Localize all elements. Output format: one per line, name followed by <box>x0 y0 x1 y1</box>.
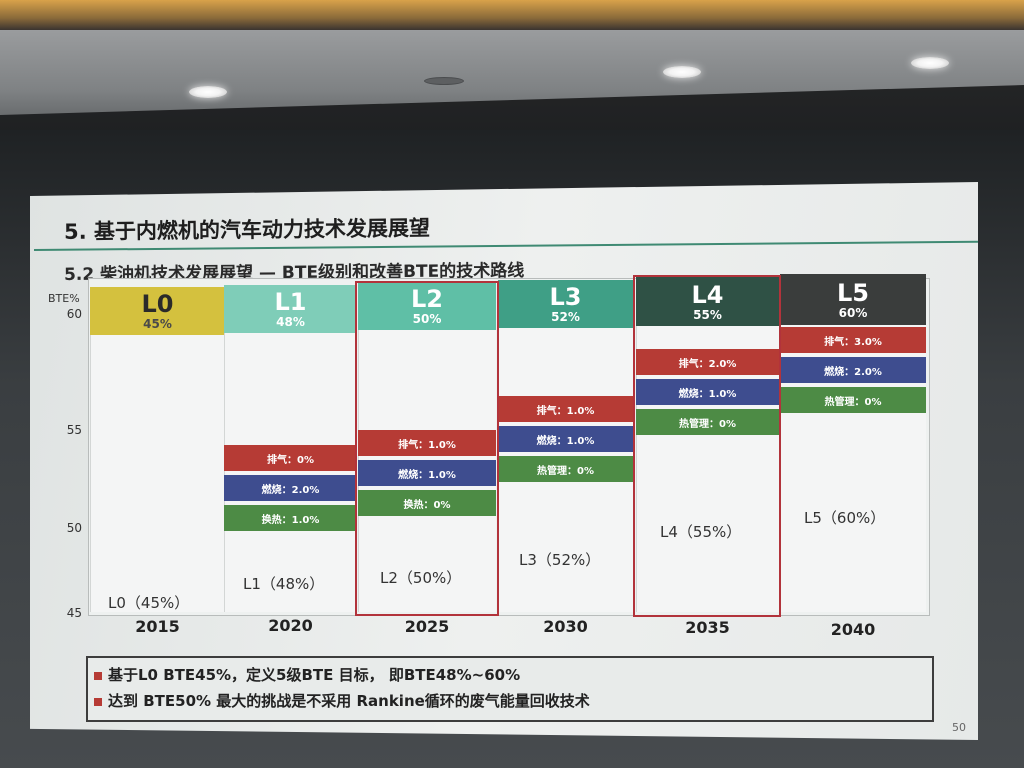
heat-transfer-improvement-bar: 热管理：0% <box>498 456 633 482</box>
combustion-improvement-bar: 燃烧：1.0% <box>358 460 496 486</box>
level-name: L3 <box>549 283 582 311</box>
y-tick-label: 55 <box>66 423 82 437</box>
heat-transfer-improvement-bar: 换热：1.0% <box>224 505 357 531</box>
exhaust-improvement-bar: 排气：1.0% <box>358 430 496 456</box>
level-target-pct: 48% <box>276 315 305 329</box>
level-header-l0: L0 45% <box>90 287 225 335</box>
notes-box: 基于L0 BTE45%，定义5级BTE 目标， 即BTE48%~60% 达到 B… <box>86 656 934 722</box>
ceiling-light <box>189 86 227 98</box>
level-header-l1: L1 48% <box>224 285 357 333</box>
exhaust-improvement-bar: 排气：3.0% <box>780 327 926 353</box>
y-axis-unit: BTE% <box>48 292 80 305</box>
column-body <box>90 335 225 612</box>
level-name: L1 <box>274 288 307 316</box>
note-text: 基于L0 BTE45%，定义5级BTE 目标， 即BTE48%~60% <box>108 666 521 684</box>
ceiling <box>0 30 1024 115</box>
ceiling-edge <box>0 0 1024 30</box>
level-target-pct: 52% <box>551 310 580 324</box>
level-label: L2（50%） <box>380 569 462 587</box>
ceiling-light <box>663 66 701 78</box>
ceiling-light <box>911 57 949 69</box>
x-tick-year: 2030 <box>543 617 588 636</box>
combustion-improvement-bar: 燃烧：2.0% <box>224 475 357 501</box>
combustion-improvement-bar: 燃烧：1.0% <box>636 379 779 405</box>
level-target-pct: 50% <box>412 312 442 326</box>
level-target-pct: 45% <box>143 317 172 331</box>
exhaust-improvement-bar: 排气：1.0% <box>498 396 633 422</box>
level-target-pct: 60% <box>838 305 868 320</box>
highlight-frame <box>633 275 781 617</box>
level-name: L4 <box>691 280 724 309</box>
x-tick-year: 2040 <box>830 620 876 639</box>
highlight-frame <box>355 281 499 616</box>
exhaust-improvement-bar: 排气：2.0% <box>636 349 779 375</box>
level-target-pct: 55% <box>693 307 722 322</box>
y-tick-label: 50 <box>66 521 82 535</box>
level-name: L2 <box>411 285 443 313</box>
level-header-l3: L3 52% <box>498 280 633 328</box>
level-header-l4: L4 55% <box>636 277 779 326</box>
combustion-improvement-bar: 燃烧：1.0% <box>498 426 633 452</box>
level-label: L4（55%） <box>660 523 742 541</box>
level-label: L0（45%） <box>108 594 190 612</box>
level-header-l2: L2 50% <box>358 282 496 330</box>
column-body <box>224 333 357 612</box>
level-name: L5 <box>837 278 869 307</box>
level-label: L1（48%） <box>243 575 325 593</box>
note-item: 基于L0 BTE45%，定义5级BTE 目标， 即BTE48%~60% <box>94 664 520 685</box>
x-tick-year: 2015 <box>135 617 180 636</box>
bullet-square-icon <box>94 671 102 680</box>
x-tick-year: 2025 <box>404 617 450 636</box>
x-tick-year: 2035 <box>685 618 730 637</box>
note-text: 达到 BTE50% 最大的挑战是不采用 Rankine循环的废气能量回收技术 <box>108 692 590 710</box>
y-tick-label: 45 <box>66 606 82 620</box>
heat-transfer-improvement-bar: 换热：0% <box>358 490 496 516</box>
page-number: 50 <box>952 721 966 734</box>
level-name: L0 <box>141 290 174 318</box>
x-tick-year: 2020 <box>268 616 313 635</box>
heat-transfer-improvement-bar: 热管理：0% <box>780 387 926 413</box>
heat-transfer-improvement-bar: 热管理：0% <box>636 409 779 435</box>
y-tick-label: 60 <box>66 307 82 321</box>
level-header-l5: L5 60% <box>780 274 926 325</box>
slide-title: 5. 基于内燃机的汽车动力技术发展展望 <box>63 216 431 244</box>
bullet-square-icon <box>94 697 102 706</box>
level-label: L3（52%） <box>519 551 601 569</box>
note-item: 达到 BTE50% 最大的挑战是不采用 Rankine循环的废气能量回收技术 <box>94 690 590 711</box>
combustion-improvement-bar: 燃烧：2.0% <box>780 357 926 383</box>
ceiling-vent <box>424 77 464 85</box>
exhaust-improvement-bar: 排气：0% <box>224 445 357 471</box>
level-label: L5（60%） <box>804 509 886 527</box>
